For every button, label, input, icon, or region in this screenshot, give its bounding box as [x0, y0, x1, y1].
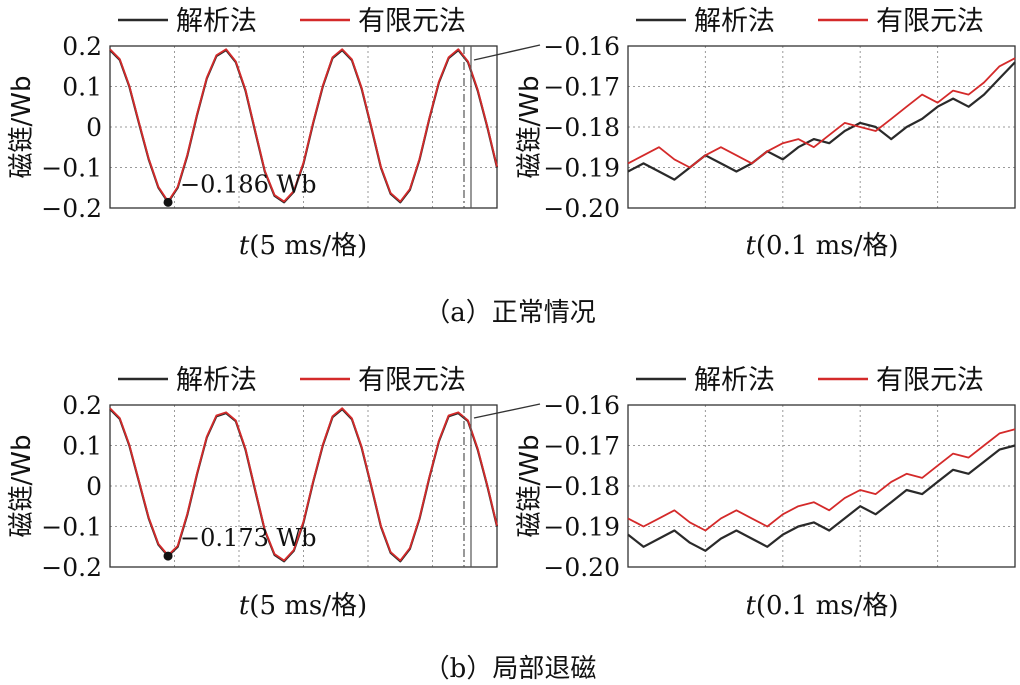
b-full-min-label: −0.173 Wb — [180, 524, 316, 552]
a-zoom-series-fem — [627, 57, 1016, 169]
b-full-legend-label-fem: 有限元法 — [358, 365, 466, 396]
a-zoom-legend-label-fem: 有限元法 — [876, 6, 984, 37]
a-zoom-xlabel: t(0.1 ms/格) — [745, 231, 898, 261]
caption-a: （a）正常情况 — [424, 298, 596, 328]
a-full-ytick-label: −0.2 — [41, 194, 102, 223]
a-zoom-ytick-label: −0.16 — [543, 32, 620, 61]
a-zoom-series-analytic — [627, 61, 1016, 181]
a-full-frame — [109, 45, 498, 209]
a-zoom-ytick-label: −0.18 — [543, 113, 620, 142]
b-zoom-ylabel: 磁链/Wb — [515, 435, 545, 538]
b-full-ylabel: 磁链/Wb — [7, 435, 37, 538]
a-full-min-label: −0.186 Wb — [180, 170, 316, 198]
a-zoom-ytick-label: −0.17 — [543, 73, 620, 102]
b-zoom-ytick-label: −0.16 — [543, 391, 620, 420]
b-zoom-ytick-label: −0.17 — [543, 432, 620, 461]
a-full-series-fem — [109, 48, 498, 203]
b-full-ytick-label: −0.2 — [41, 553, 102, 582]
a-full-legend-label-fem: 有限元法 — [358, 6, 466, 37]
a-zoom-legend-label-analytic: 解析法 — [694, 6, 775, 37]
b-zoom-ytick-label: −0.19 — [543, 513, 620, 542]
b-full-xlabel: t(5 ms/格) — [239, 591, 367, 621]
a-zoom-ytick-label: −0.19 — [543, 154, 620, 183]
a-full-callout-line — [473, 44, 541, 61]
b-zoom-series-analytic — [627, 444, 1016, 552]
b-zoom-ytick-label: −0.20 — [543, 553, 620, 582]
b-full-ytick-label: 0.2 — [62, 391, 102, 420]
a-full-ylabel: 磁链/Wb — [7, 76, 37, 179]
b-full-frame — [109, 404, 498, 568]
a-full-ytick-label: −0.1 — [41, 154, 102, 183]
b-full-ytick-label: −0.1 — [41, 513, 102, 542]
b-zoom-series-fem — [627, 428, 1016, 532]
a-full-ytick-label: 0.1 — [62, 73, 102, 102]
b-full-legend-label-analytic: 解析法 — [176, 365, 257, 396]
b-full-callout-line — [473, 403, 541, 419]
a-full-min-marker — [163, 197, 173, 207]
a-zoom-ytick-label: −0.20 — [543, 194, 620, 223]
b-full-min-marker — [163, 551, 173, 561]
a-full-xlabel: t(5 ms/格) — [239, 231, 367, 261]
a-full-legend-label-analytic: 解析法 — [176, 6, 257, 37]
b-full-series-fem — [109, 407, 498, 562]
a-full-ytick-label: 0.2 — [62, 32, 102, 61]
b-zoom-xlabel: t(0.1 ms/格) — [745, 591, 898, 621]
b-zoom-legend-label-analytic: 解析法 — [694, 365, 775, 396]
a-zoom-frame — [627, 45, 1016, 209]
b-zoom-legend-label-fem: 有限元法 — [876, 365, 984, 396]
b-full-ytick-label: 0 — [86, 472, 102, 501]
b-full-ytick-label: 0.1 — [62, 432, 102, 461]
a-zoom-ylabel: 磁链/Wb — [515, 76, 545, 179]
a-full-ytick-label: 0 — [86, 113, 102, 142]
b-zoom-ytick-label: −0.18 — [543, 472, 620, 501]
caption-b: （b）局部退磁 — [423, 654, 597, 684]
b-zoom-frame — [627, 404, 1016, 568]
